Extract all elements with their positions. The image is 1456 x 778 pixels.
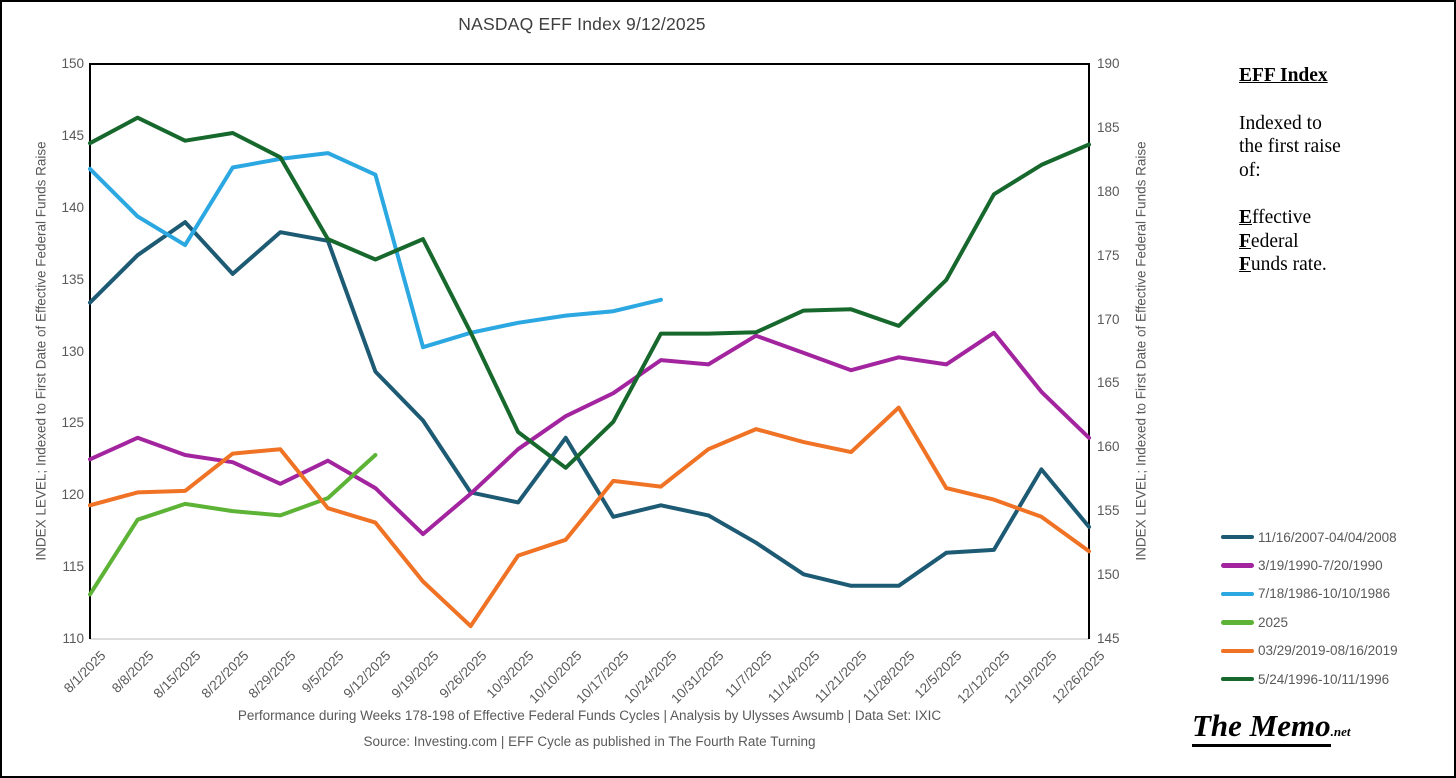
footer-line-1: Performance during Weeks 178-198 of Effe… <box>237 708 942 723</box>
series-line-7-18-1986-10-10-1986 <box>88 151 663 350</box>
eff-lead-letter: F <box>1239 254 1251 275</box>
chart-title: NASDAQ EFF Index 9/12/2025 <box>458 14 706 34</box>
chart-legend: 11/16/2007-04/04/2008 3/19/1990-7/20/1990… <box>1221 523 1398 693</box>
left-axis-tick-label: 130 <box>61 343 84 359</box>
eff-rest: ffective <box>1252 207 1312 228</box>
legend-label: 11/16/2007-04/04/2008 <box>1258 529 1397 545</box>
legend-label: 7/18/1986-10/10/1986 <box>1258 586 1391 602</box>
annotation-eff-line: Federal <box>1239 230 1429 254</box>
left-axis-tick-label: 115 <box>62 559 84 575</box>
legend-item: 2025 <box>1221 608 1398 636</box>
annotation-eff-line: Effective <box>1239 206 1429 230</box>
annotation-eff-line: Funds rate. <box>1239 253 1429 277</box>
logo-suffix-text: .net <box>1330 724 1351 739</box>
series-line-03-29-2019-08-16-2019 <box>88 405 1091 629</box>
annotation-body-line: Indexed to <box>1239 112 1322 134</box>
legend-label: 3/19/1990-7/20/1990 <box>1258 558 1383 574</box>
right-axis-tick-label: 160 <box>1097 439 1120 455</box>
legend-line-swatch <box>1221 563 1254 568</box>
footer-line-2: Source: Investing.com | EFF Cycle as pub… <box>363 734 816 749</box>
right-axis-tick-label: 165 <box>1097 375 1120 391</box>
plot-area <box>88 63 1091 640</box>
left-axis-tick-label: 140 <box>61 199 84 215</box>
legend-line-swatch <box>1221 648 1254 653</box>
annotation-body-line: of: <box>1239 159 1261 181</box>
right-axis-tick-label: 170 <box>1097 311 1120 327</box>
left-axis-tick-label: 110 <box>62 631 84 646</box>
right-axis-tick-label: 150 <box>1097 567 1120 583</box>
the-memo-logo: The Memo.net <box>1192 709 1351 747</box>
right-axis-tick-label: 155 <box>1097 503 1120 519</box>
legend-item: 5/24/1996-10/11/1996 <box>1221 665 1398 693</box>
right-axis-tick-label: 145 <box>1097 631 1120 646</box>
series-line-2025 <box>88 453 378 597</box>
eff-lead-letter: E <box>1239 207 1253 228</box>
eff-rest: unds rate. <box>1250 254 1327 275</box>
right-axis-tick-label: 180 <box>1097 183 1120 199</box>
annotation-eff-lines: Effective Federal Funds rate. <box>1239 206 1429 277</box>
left-axis-tick-label: 125 <box>61 415 84 431</box>
left-axis-tick-label: 145 <box>61 127 84 143</box>
annotation-body-line: the first raise <box>1239 136 1341 157</box>
legend-line-swatch <box>1221 620 1254 625</box>
left-axis-tick-label: 150 <box>61 56 84 71</box>
eff-lead-letter: F <box>1239 230 1251 252</box>
legend-item: 11/16/2007-04/04/2008 <box>1221 523 1398 551</box>
eff-rest: ederal <box>1250 230 1299 252</box>
right-axis-tick-label: 190 <box>1097 56 1120 71</box>
legend-item: 03/29/2019-08/16/2019 <box>1221 637 1398 665</box>
right-axis-tick-label: 185 <box>1097 119 1120 135</box>
legend-line-swatch <box>1221 534 1254 540</box>
series-line-11-16-2007-04-04-2008 <box>88 220 1091 588</box>
left-axis-title: INDEX LEVEL; Indexed to First Date of Ef… <box>33 141 49 561</box>
series-line-5-24-1996-10-11-1996 <box>88 115 1091 470</box>
legend-item: 7/18/1986-10/10/1986 <box>1221 580 1398 608</box>
right-axis-title: INDEX LEVEL; Indexed to First Date of Ef… <box>1133 141 1149 561</box>
series-line-3-19-1990-7-20-1990 <box>88 330 1091 537</box>
left-axis-tick-label: 135 <box>61 271 84 287</box>
legend-label: 5/24/1996-10/11/1996 <box>1258 671 1390 687</box>
right-axis-tick-label: 175 <box>1097 247 1120 263</box>
logo-main-text: The Memo <box>1192 709 1331 747</box>
legend-label: 2025 <box>1258 614 1289 630</box>
legend-item: 3/19/1990-7/20/1990 <box>1221 551 1398 579</box>
annotation-body: Indexed to the first raise of: <box>1239 112 1429 183</box>
left-axis-tick-label: 120 <box>61 487 84 503</box>
annotation-heading: EFF Index <box>1239 65 1328 86</box>
annotation-block: EFF Index Indexed to the first raise of:… <box>1239 64 1429 277</box>
legend-label: 03/29/2019-08/16/2019 <box>1258 643 1398 659</box>
legend-line-swatch <box>1221 676 1254 682</box>
legend-line-swatch <box>1221 591 1254 597</box>
